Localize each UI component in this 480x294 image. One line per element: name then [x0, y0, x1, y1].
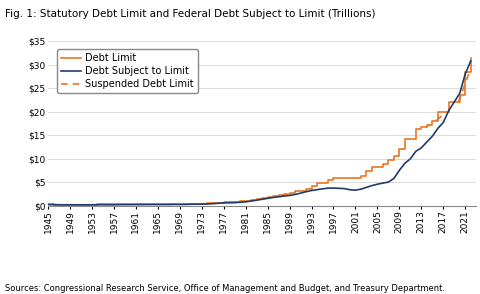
Debt Limit [188, 202, 193, 206]
Debt Subject to Limit [122, 203, 128, 206]
Debt Limit [45, 203, 51, 206]
Text: Fig. 1: Statutory Debt Limit and Federal Debt Subject to Limit (Trillions): Fig. 1: Statutory Debt Limit and Federal… [5, 9, 374, 19]
Line: Suspended Debt Limit: Suspended Debt Limit [424, 125, 429, 127]
Debt Limit [264, 196, 270, 199]
Debt Limit [467, 56, 473, 60]
Text: Sources: Congressional Research Service, Office of Management and Budget, and Tr: Sources: Congressional Research Service,… [5, 283, 444, 293]
Legend: Debt Limit, Debt Subject to Limit, Suspended Debt Limit: Debt Limit, Debt Subject to Limit, Suspe… [57, 49, 198, 93]
Debt Subject to Limit [45, 203, 51, 206]
Debt Subject to Limit [78, 203, 84, 207]
Line: Debt Limit: Debt Limit [48, 58, 470, 205]
Debt Subject to Limit [188, 203, 193, 206]
Debt Limit [122, 203, 128, 206]
Debt Subject to Limit [352, 188, 358, 192]
Debt Limit [50, 203, 56, 206]
Debt Limit [352, 176, 358, 180]
Debt Limit [231, 200, 237, 204]
Line: Debt Subject to Limit: Debt Subject to Limit [48, 61, 470, 205]
Debt Subject to Limit [264, 197, 270, 200]
Debt Subject to Limit [67, 203, 73, 207]
Debt Subject to Limit [231, 201, 237, 204]
Suspended Debt Limit [421, 126, 427, 129]
Debt Limit [78, 203, 84, 206]
Debt Subject to Limit [467, 59, 473, 63]
Suspended Debt Limit [426, 123, 432, 127]
